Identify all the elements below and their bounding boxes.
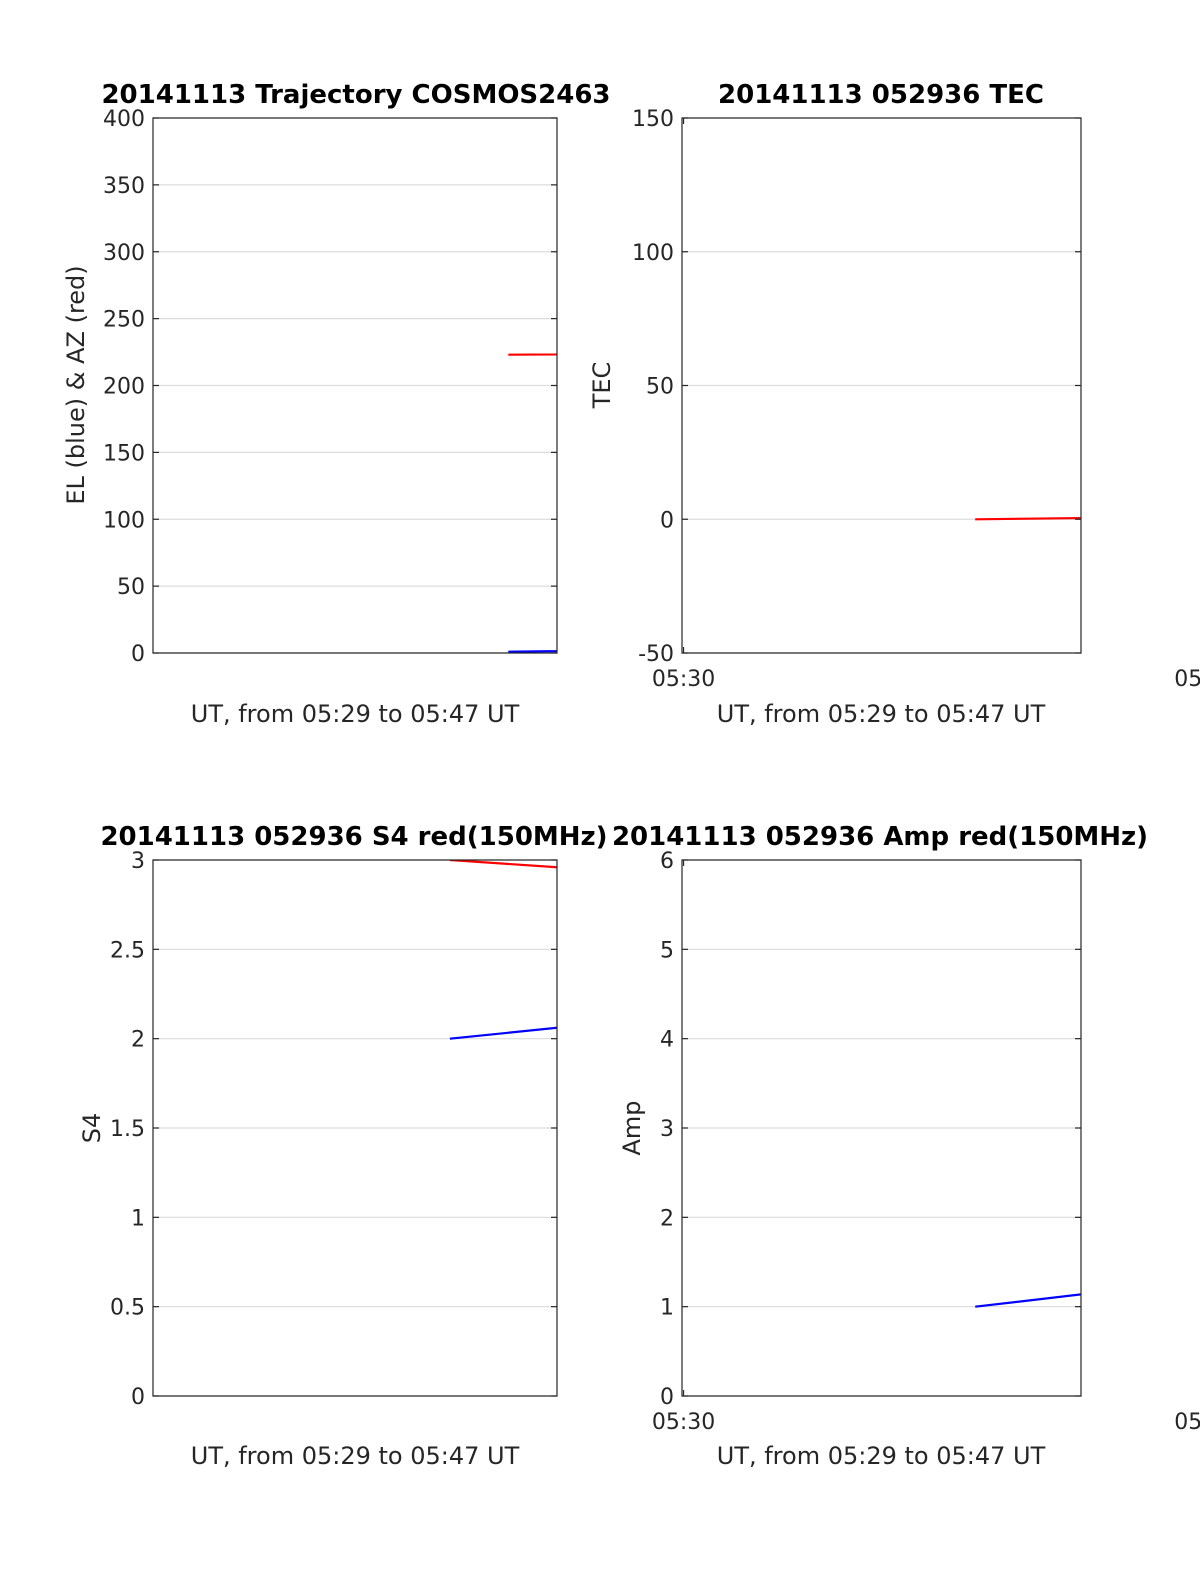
- y-tick-label: 1.5: [110, 1117, 145, 1142]
- y-tick-label: 50: [117, 575, 145, 600]
- tec-panel: 20141113 052936 TEC UT, from 05:29 to 05…: [588, 80, 1200, 728]
- y-axis-label: S4: [78, 1113, 106, 1144]
- chart-title: 20141113 052936 S4 red(150MHz): [100, 822, 607, 852]
- x-axis-label: UT, from 05:29 to 05:47 UT: [191, 700, 520, 728]
- amp-panel: 20141113 052936 Amp red(150MHz) UT, from…: [612, 822, 1200, 1470]
- y-tick-label: 150: [632, 107, 674, 132]
- x-axis-label: UT, from 05:29 to 05:47 UT: [717, 1442, 1046, 1470]
- y-tick-label: 1: [131, 1206, 145, 1231]
- y-axis-label: TEC: [588, 362, 616, 410]
- y-tick-label: 0: [660, 1385, 674, 1410]
- chart-title: 20141113 052936 Amp red(150MHz): [612, 822, 1148, 852]
- y-tick-label: 3: [131, 849, 145, 874]
- chart-title: 20141113 Trajectory COSMOS2463: [101, 80, 610, 110]
- y-tick-label: 0: [131, 642, 145, 667]
- x-tick-label: 05:30: [652, 1410, 715, 1435]
- trajectory-panel: 20141113 Trajectory COSMOS2463 UT, from …: [62, 80, 715, 728]
- y-tick-label: 400: [103, 107, 145, 132]
- chart-title: 20141113 052936 TEC: [718, 80, 1044, 110]
- y-tick-label: 4: [660, 1028, 674, 1053]
- x-axis-label: UT, from 05:29 to 05:47 UT: [717, 700, 1046, 728]
- y-tick-label: 100: [103, 508, 145, 533]
- y-tick-label: 5: [660, 938, 674, 963]
- y-tick-label: 2: [660, 1206, 674, 1231]
- y-tick-label: 0: [131, 1385, 145, 1410]
- x-axis-label: UT, from 05:29 to 05:47 UT: [191, 1442, 520, 1470]
- y-tick-label: 150: [103, 441, 145, 466]
- y-tick-label: 350: [103, 174, 145, 199]
- x-tick-label: 05:30: [652, 667, 715, 692]
- x-tick-label: 05:30: [1174, 1410, 1200, 1435]
- y-axis-label: Amp: [618, 1100, 646, 1155]
- y-tick-label: 2: [131, 1028, 145, 1053]
- y-tick-label: 50: [646, 375, 674, 400]
- y-tick-label: 3: [660, 1117, 674, 1142]
- y-tick-label: -50: [638, 642, 674, 667]
- y-tick-label: 300: [103, 241, 145, 266]
- y-tick-label: 0: [660, 508, 674, 533]
- x-tick-label: 05:30: [1174, 667, 1200, 692]
- y-tick-label: 200: [103, 375, 145, 400]
- y-tick-label: 1: [660, 1296, 674, 1321]
- y-tick-label: 6: [660, 849, 674, 874]
- y-tick-label: 0.5: [110, 1296, 145, 1321]
- y-axis-label: EL (blue) & AZ (red): [62, 265, 90, 504]
- y-tick-label: 2.5: [110, 938, 145, 963]
- y-tick-label: 250: [103, 308, 145, 333]
- y-tick-label: 100: [632, 241, 674, 266]
- s4-panel: 20141113 052936 S4 red(150MHz) UT, from …: [78, 822, 715, 1470]
